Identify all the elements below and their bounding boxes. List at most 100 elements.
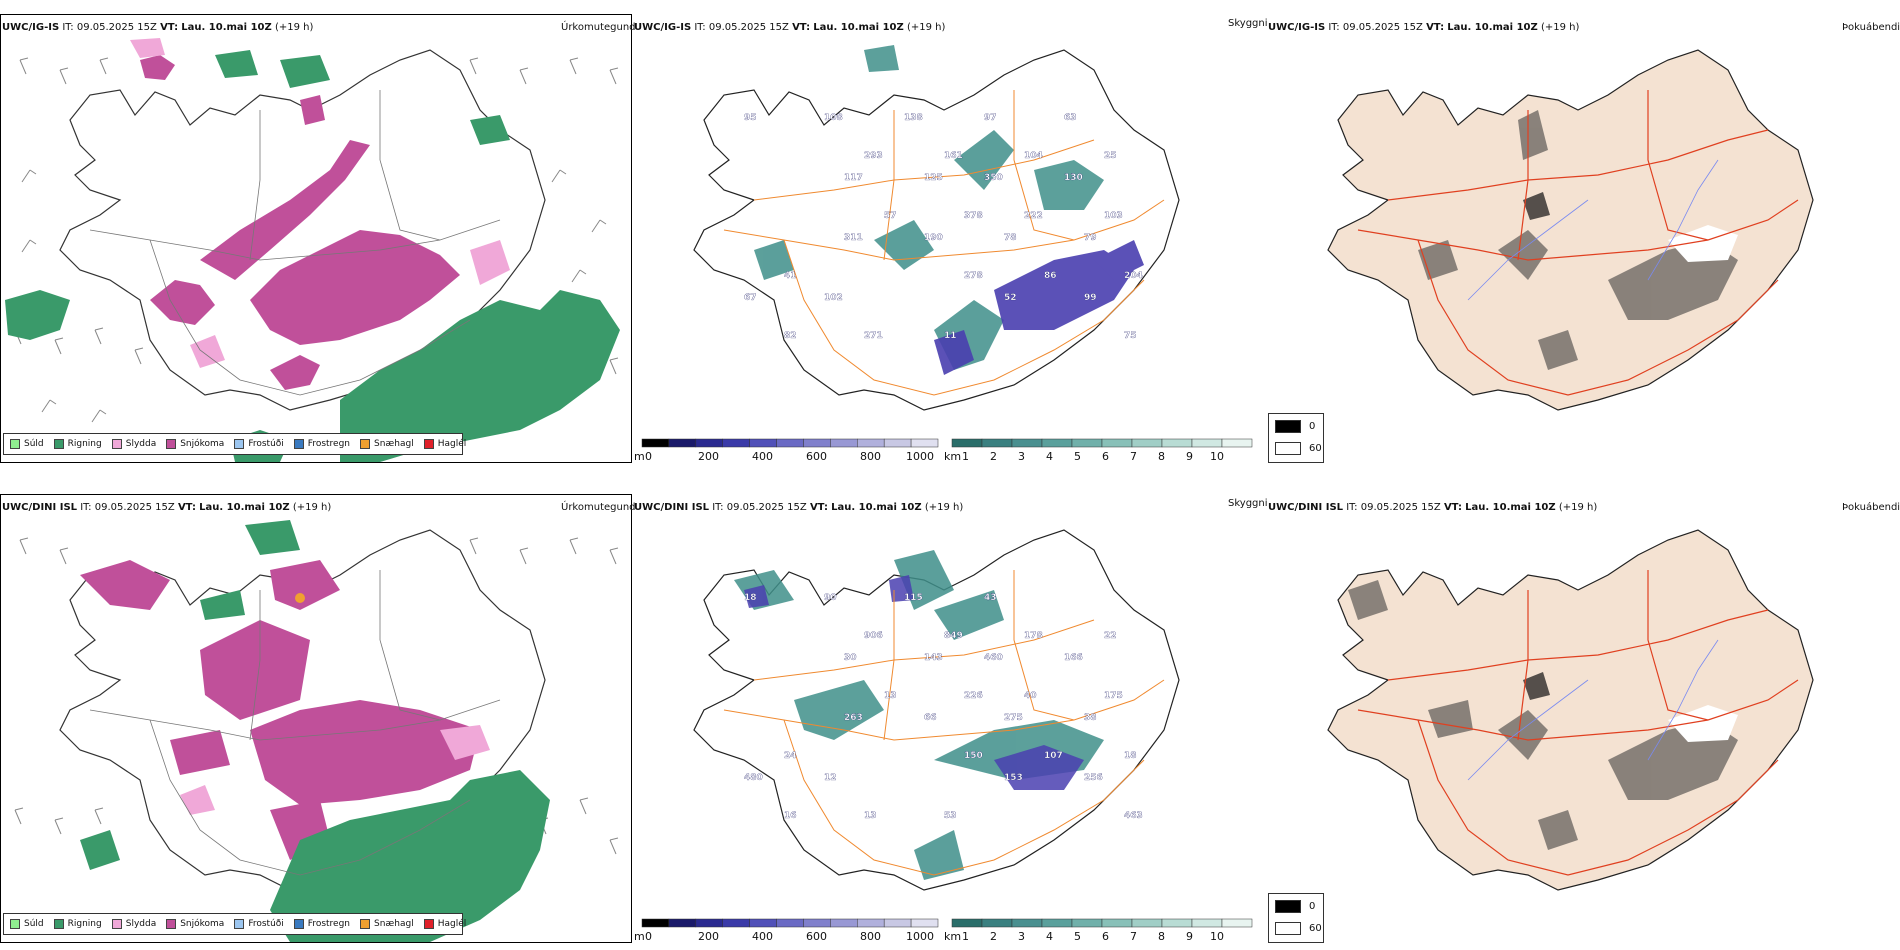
precip-title: Úrkomutegund: [561, 22, 636, 33]
cloud-height-label: 30: [844, 653, 857, 663]
cloud-height-label: 13: [864, 811, 877, 821]
cloud-height-label: 13: [884, 691, 897, 701]
colorbar-segment: [1191, 438, 1223, 448]
fog-title: Þokuábendi: [1842, 22, 1900, 33]
fog-map: [1327, 49, 1814, 411]
vt-value: Lau. 10.mai 10Z: [199, 502, 290, 513]
tick: 0: [645, 930, 652, 943]
lead-time: (+19 h): [1540, 22, 1580, 33]
colorbar-segment: [695, 438, 723, 448]
colorbar-segment: [1221, 918, 1253, 928]
cloud-height-label: 107: [1044, 751, 1063, 761]
cloud-height-label: 350: [984, 173, 1003, 183]
fog-legend: 0 60: [1268, 413, 1324, 463]
legend-item-freezing-rain: Frostregn: [293, 439, 350, 449]
colorbar-m-labels: m 0 200 400 600 800 1000: [634, 450, 944, 464]
low-cloud-purple: [934, 240, 1144, 375]
colorbar-segment: [981, 438, 1013, 448]
cloud-height-label: 79: [1084, 233, 1097, 243]
vt-label: VT:: [792, 22, 811, 33]
colorbar-km-labels: km 1 2 3 4 5 6 7 8 9 10: [944, 930, 1264, 944]
sleet-areas: [180, 725, 490, 815]
vt-value: Lau. 10.mai 10Z: [1465, 502, 1556, 513]
vt-value: Lau. 10.mai 10Z: [1447, 22, 1538, 33]
colorbar-m-unit: m: [634, 450, 645, 463]
cloud-height-label: 75: [1124, 331, 1137, 341]
colorbar-segment: [951, 438, 983, 448]
it-label: IT:: [80, 502, 92, 513]
cloud-height-label: 906: [864, 631, 883, 641]
cloud-height-label: 311: [844, 233, 863, 243]
cloud-map-header: UWC/IG-IS IT: 09.05.2025 15Z VT: Lau. 10…: [634, 22, 945, 34]
colorbar-km-labels: km 1 2 3 4 5 6 7 8 9 10: [944, 450, 1264, 464]
legend-item-drizzle: Súld: [10, 919, 44, 929]
cloud-title: Skyggni: [1228, 498, 1268, 509]
roads: [723, 570, 1165, 876]
colorbar-segment: [1071, 918, 1103, 928]
cloud-labels: 95 222 52 293 311 75 350 278 108 103 99 161 190 82 130…: [744, 113, 1143, 341]
cloud-height-label: 480: [744, 773, 763, 783]
iceland-outline: [693, 49, 1180, 411]
model-name: UWC/DINI ISL: [2, 502, 78, 513]
cloud-height-label: 849: [944, 631, 963, 641]
colorbar-segment: [1041, 918, 1073, 928]
it-value: 09.05.2025 15Z: [708, 22, 789, 33]
vt-value: Lau. 10.mai 10Z: [813, 22, 904, 33]
colorbar-m-unit: m: [634, 930, 645, 943]
lead-time: (+19 h): [906, 22, 946, 33]
tick: 8: [1158, 930, 1165, 943]
cloud-height-label: 256: [1084, 773, 1103, 783]
legend-item-hail: Haglél: [423, 439, 466, 449]
colorbar-segment: [749, 918, 777, 928]
colorbar-segment: [857, 438, 885, 448]
colorbar-segment: [830, 438, 858, 448]
colorbar-segment: [641, 438, 670, 448]
colorbar-segment: [776, 918, 804, 928]
tick: 7: [1130, 450, 1137, 463]
legend-item-freezing-rain: Frostregn: [293, 919, 350, 929]
cloud-height-label: 153: [1004, 773, 1023, 783]
cloud-height-label: 67: [744, 293, 757, 303]
tick: 2: [990, 450, 997, 463]
cloud-height-label: 150: [964, 751, 983, 761]
it-value: 09.05.2025 15Z: [1360, 502, 1441, 513]
cloud-height-label: 115: [904, 593, 923, 603]
roads-red: [1357, 90, 1799, 396]
it-value: 09.05.2025 15Z: [726, 502, 807, 513]
cloud-height-label: 190: [924, 233, 943, 243]
cloud-height-label: 178: [1024, 631, 1043, 641]
cloud-height-label: 82: [784, 331, 797, 341]
tick: 8: [1158, 450, 1165, 463]
fog-legend-0: 0: [1309, 421, 1316, 432]
tick: 800: [860, 450, 881, 463]
colorbar-m-labels: m 0 200 400 600 800 1000: [634, 930, 944, 944]
model-name: UWC/IG-IS: [634, 22, 692, 33]
colorbar-km: [951, 438, 1253, 448]
snow-areas: [140, 55, 460, 390]
colorbar-segment: [1221, 438, 1253, 448]
tick: 600: [806, 930, 827, 943]
cloud-height-label: 102: [824, 293, 843, 303]
colorbar-segment: [722, 918, 750, 928]
cloud-height-label: 43: [984, 593, 997, 603]
tick: 200: [698, 930, 719, 943]
tick: 1000: [906, 930, 934, 943]
sleet-areas: [130, 38, 510, 368]
colorbar-segment: [857, 918, 885, 928]
tick: 5: [1074, 930, 1081, 943]
rain-areas: [80, 520, 550, 942]
cloud-height-label: 38: [1084, 713, 1097, 723]
it-value: 09.05.2025 15Z: [94, 502, 175, 513]
tick: 7: [1130, 930, 1137, 943]
cloud-height-label: 57: [884, 211, 897, 221]
cloud-height-label: 222: [1024, 211, 1043, 221]
cloud-height-label: 25: [1104, 151, 1117, 161]
model-name: UWC/IG-IS: [1268, 22, 1326, 33]
cloud-height-label: 125: [924, 173, 943, 183]
legend-item-sleet: Slydda: [111, 919, 156, 929]
tick: 3: [1018, 450, 1025, 463]
glacier-langjokull: [1523, 192, 1550, 220]
vt-value: Lau. 10.mai 10Z: [831, 502, 922, 513]
snow-areas: [80, 560, 480, 860]
cloud-map: 18 40 153 906 263 463 460 150 90 175 256 849 66 16 166…: [693, 529, 1180, 891]
